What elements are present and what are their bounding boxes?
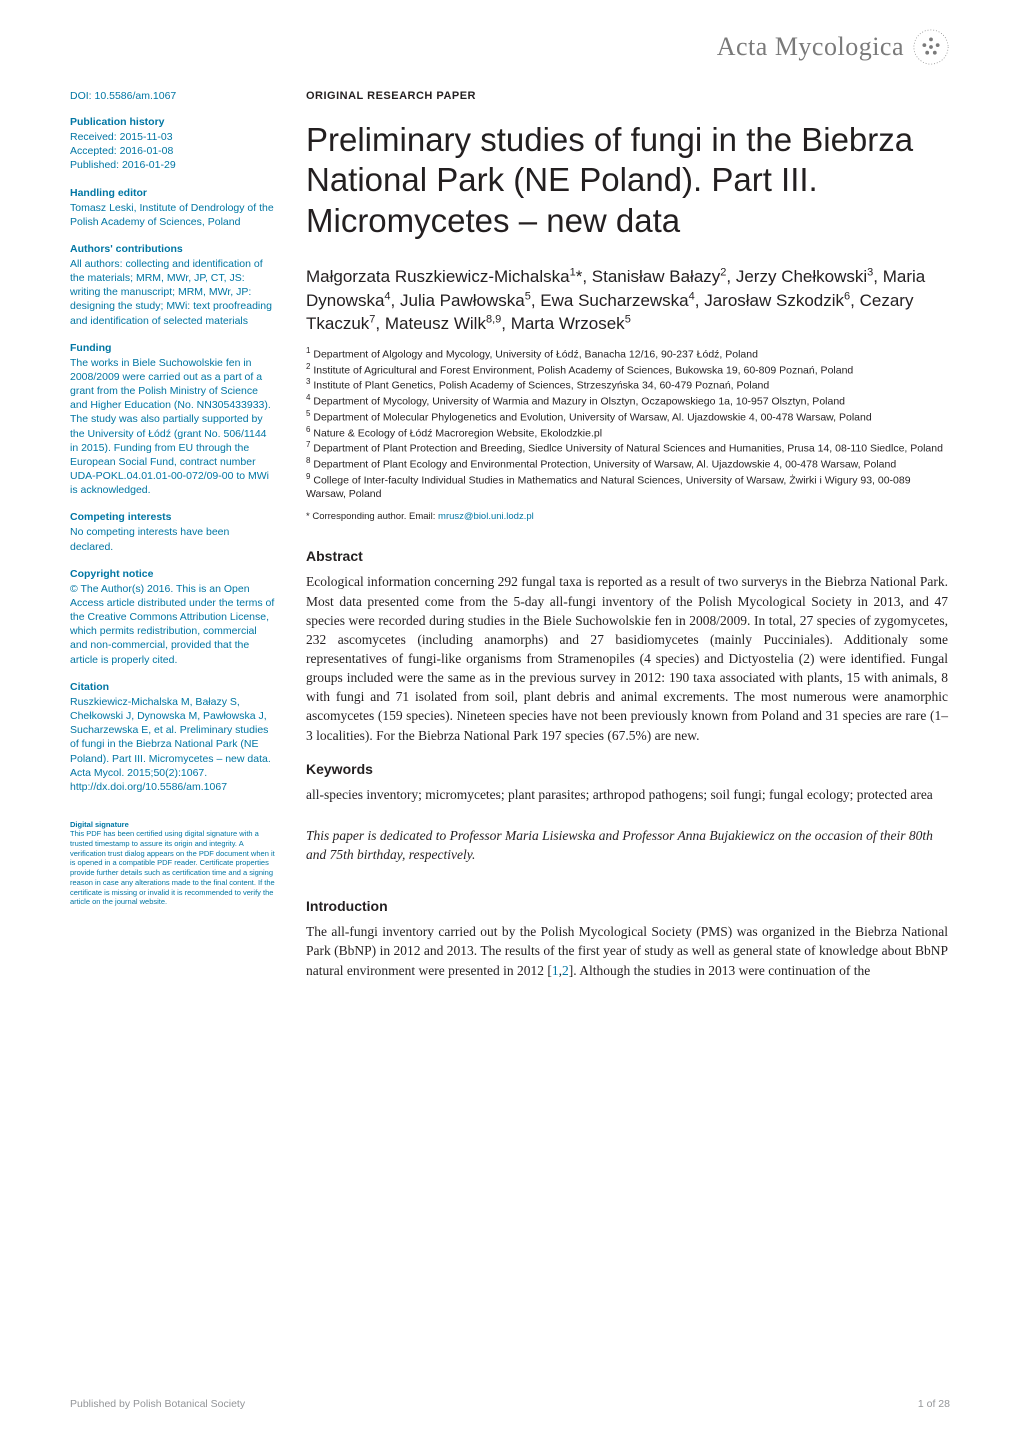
introduction-text: The all-fungi inventory carried out by t… <box>306 922 948 979</box>
funding-section: Funding The works in Biele Suchowolskie … <box>70 342 275 498</box>
corresponding-author: * Corresponding author. Email: mrusz@bio… <box>306 511 948 522</box>
publisher-label: Published by Polish Botanical Society <box>70 1398 245 1410</box>
copyright-text: © The Author(s) 2016. This is an Open Ac… <box>70 582 275 667</box>
received-date: Received: 2015-11-03 <box>70 130 275 144</box>
contributions-heading: Authors' contributions <box>70 243 275 255</box>
contributions-text: All authors: collecting and identificati… <box>70 257 275 328</box>
intro-text-after: ]. Although the studies in 2013 were con… <box>569 963 870 978</box>
sidebar: DOI: 10.5586/am.1067 Publication history… <box>70 90 275 921</box>
affiliation-item: 7 Department of Plant Protection and Bre… <box>306 440 948 456</box>
keywords-heading: Keywords <box>306 761 948 777</box>
article-title: Preliminary studies of fungi in the Bieb… <box>306 120 948 241</box>
funding-heading: Funding <box>70 342 275 354</box>
publication-history-section: Publication history Received: 2015-11-03… <box>70 116 275 173</box>
competing-interests-heading: Competing interests <box>70 511 275 523</box>
keywords-text: all-species inventory; micromycetes; pla… <box>306 785 948 804</box>
citation-text-before: Ruszkiewicz-Michalska M, Bałazy S, Chełk… <box>70 696 271 779</box>
affiliation-item: 9 College of Inter-faculty Individual St… <box>306 472 948 502</box>
reference-link-2[interactable]: 2 <box>562 963 569 978</box>
affiliation-item: 2 Institute of Agricultural and Forest E… <box>306 362 948 378</box>
abstract-text: Ecological information concerning 292 fu… <box>306 572 948 744</box>
copyright-heading: Copyright notice <box>70 568 275 580</box>
affiliation-item: 4 Department of Mycology, University of … <box>306 393 948 409</box>
affiliation-item: 5 Department of Molecular Phylogenetics … <box>306 409 948 425</box>
doi-block: DOI: 10.5586/am.1067 <box>70 90 275 102</box>
publication-history-heading: Publication history <box>70 116 275 128</box>
reference-link-1[interactable]: 1 <box>552 963 559 978</box>
page: Acta Mycologica DOI: 10.5586/am.1067 Pub… <box>0 0 1020 1442</box>
dedication-text: This paper is dedicated to Professor Mar… <box>306 826 948 864</box>
corresponding-email-link[interactable]: mrusz@biol.uni.lodz.pl <box>438 511 534 522</box>
journal-header: Acta Mycologica <box>717 28 950 66</box>
affiliations-list: 1 Department of Algology and Mycology, U… <box>306 346 948 501</box>
copyright-section: Copyright notice © The Author(s) 2016. T… <box>70 568 275 667</box>
citation-section: Citation Ruszkiewicz-Michalska M, Bałazy… <box>70 681 275 794</box>
corresponding-label: * Corresponding author. Email: <box>306 511 438 522</box>
competing-interests-section: Competing interests No competing interes… <box>70 511 275 553</box>
competing-interests-text: No competing interests have been declare… <box>70 525 275 553</box>
page-number: 1 of 28 <box>918 1398 950 1410</box>
citation-doi-link[interactable]: http://dx.doi.org/10.5586/am.1067 <box>70 781 227 793</box>
introduction-heading: Introduction <box>306 898 948 914</box>
accepted-date: Accepted: 2016-01-08 <box>70 144 275 158</box>
citation-heading: Citation <box>70 681 275 693</box>
authors-list: Małgorzata Ruszkiewicz-Michalska1*, Stan… <box>306 265 948 336</box>
doi-link[interactable]: 10.5586/am.1067 <box>95 90 177 102</box>
affiliation-item: 6 Nature & Ecology of Łódź Macroregion W… <box>306 425 948 441</box>
keywords-section: Keywords all-species inventory; micromyc… <box>306 761 948 804</box>
affiliation-item: 8 Department of Plant Ecology and Enviro… <box>306 456 948 472</box>
journal-logo-icon <box>912 28 950 66</box>
contributions-section: Authors' contributions All authors: coll… <box>70 243 275 328</box>
handling-editor-section: Handling editor Tomasz Leski, Institute … <box>70 187 275 229</box>
page-footer: Published by Polish Botanical Society 1 … <box>70 1398 950 1410</box>
published-date: Published: 2016-01-29 <box>70 158 275 172</box>
paper-type-label: ORIGINAL RESEARCH PAPER <box>306 90 948 102</box>
doi-label: DOI: <box>70 90 95 102</box>
citation-text: Ruszkiewicz-Michalska M, Bałazy S, Chełk… <box>70 695 275 794</box>
main-content: ORIGINAL RESEARCH PAPER Preliminary stud… <box>306 90 948 980</box>
abstract-section: Abstract Ecological information concerni… <box>306 548 948 744</box>
handling-editor-heading: Handling editor <box>70 187 275 199</box>
funding-text: The works in Biele Suchowolskie fen in 2… <box>70 356 275 498</box>
digital-signature-section: Digital signature This PDF has been cert… <box>70 820 275 907</box>
cc-license-link[interactable]: Creative Commons Attribution License <box>88 611 267 623</box>
affiliation-item: 3 Institute of Plant Genetics, Polish Ac… <box>306 377 948 393</box>
journal-name: Acta Mycologica <box>717 32 904 62</box>
affiliation-item: 1 Department of Algology and Mycology, U… <box>306 346 948 362</box>
abstract-heading: Abstract <box>306 548 948 564</box>
handling-editor-text: Tomasz Leski, Institute of Dendrology of… <box>70 201 275 229</box>
digital-signature-text: This PDF has been certified using digita… <box>70 829 275 907</box>
digital-signature-heading: Digital signature <box>70 820 275 829</box>
introduction-section: Introduction The all-fungi inventory car… <box>306 898 948 979</box>
